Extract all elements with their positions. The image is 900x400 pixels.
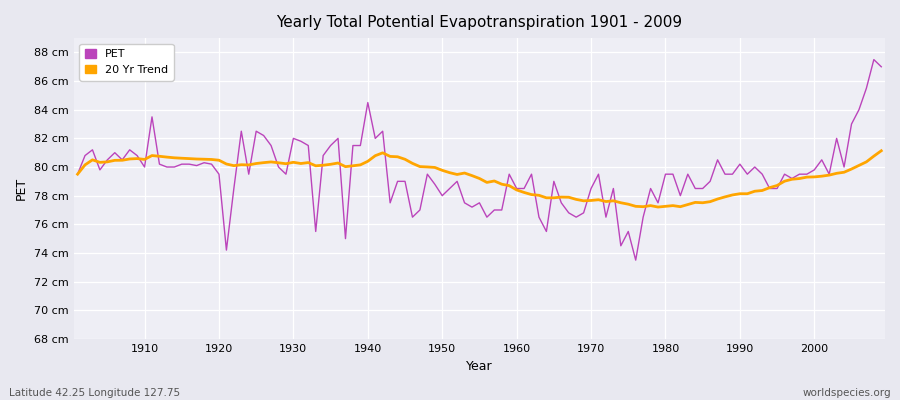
Title: Yearly Total Potential Evapotranspiration 1901 - 2009: Yearly Total Potential Evapotranspiratio… (276, 15, 682, 30)
Legend: PET, 20 Yr Trend: PET, 20 Yr Trend (79, 44, 174, 80)
Text: worldspecies.org: worldspecies.org (803, 388, 891, 398)
X-axis label: Year: Year (466, 360, 492, 373)
Text: Latitude 42.25 Longitude 127.75: Latitude 42.25 Longitude 127.75 (9, 388, 180, 398)
Y-axis label: PET: PET (15, 177, 28, 200)
